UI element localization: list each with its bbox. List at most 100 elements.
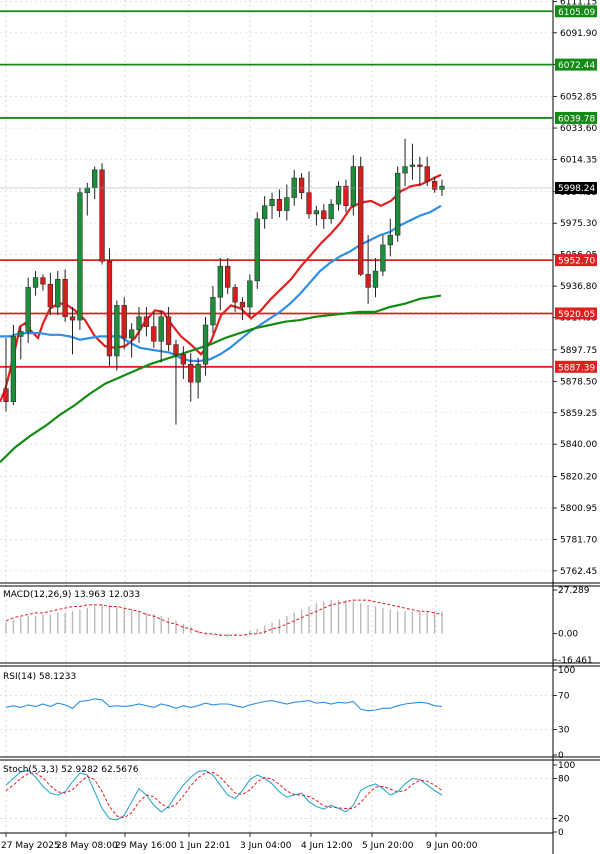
candle-up <box>18 331 24 337</box>
candle-down <box>165 316 172 345</box>
candle-down <box>3 388 9 402</box>
candle-up <box>350 166 356 207</box>
candle-down <box>40 277 46 285</box>
level-tag-label: 6039.78 <box>558 114 595 124</box>
level-tags: 6105.09 6072.44 6039.78 5952.70 5920.05 5887.… <box>555 5 597 373</box>
candle-down <box>151 326 157 342</box>
candle-down <box>106 261 113 357</box>
panel-tick-label: 27.289 <box>558 586 590 596</box>
level-tag-label: 6105.09 <box>558 8 595 18</box>
candle-up <box>136 316 142 331</box>
current-price-tag: 5998.24 <box>555 182 597 194</box>
candle-up <box>402 166 408 174</box>
candle-up <box>254 218 260 282</box>
price-tick-label: 5820.20 <box>560 473 597 483</box>
candle-down <box>47 283 53 308</box>
candle-down <box>173 344 179 355</box>
level-tag <box>555 307 597 320</box>
stochastic-label: Stoch(5,3,3) 52.9282 62.5676 <box>3 765 139 775</box>
candle-up <box>55 279 61 308</box>
level-tag <box>555 58 597 71</box>
level-tag <box>555 360 597 373</box>
level-tag <box>555 111 597 124</box>
price-tick-label: 6014.35 <box>560 155 597 165</box>
time-tick-label: 28 May 08:00 <box>56 841 118 851</box>
price-tick-label: 5878.50 <box>560 377 597 387</box>
price-tick-label: 5936.80 <box>560 282 597 292</box>
candle-up <box>158 316 164 342</box>
price-axis-ticks: 6111.15 6091.90 6072.44 6052.85 6033.60 6014.… <box>553 0 597 577</box>
price-tick-label: 6111.15 <box>560 0 597 7</box>
rsi-panel: 100 70 30 0 <box>0 666 575 761</box>
candle-up <box>25 287 31 332</box>
macd-label: MACD(12,26,9) 13.963 12.033 <box>3 590 140 600</box>
level-tag <box>555 5 597 18</box>
level-tag-label: 5887.39 <box>558 363 595 373</box>
level-tag-label: 5952.70 <box>558 257 595 267</box>
time-tick-label: 5 Jun 20:00 <box>362 841 414 851</box>
candle-up <box>10 336 17 402</box>
candle-up <box>77 192 83 321</box>
time-tick-label: 27 May 2025 <box>1 841 60 851</box>
candle-down <box>180 354 187 365</box>
price-tick-label: 5762.45 <box>560 567 597 577</box>
panel-tick-label: 0 <box>558 828 564 838</box>
candle-down <box>99 169 105 262</box>
price-tick-label: 5800.95 <box>560 504 597 514</box>
candle-down <box>121 305 127 339</box>
candlesticks <box>3 138 445 425</box>
macd-panel: 27.289 0.00 -16.461 <box>5 586 593 666</box>
candle-down <box>358 166 364 275</box>
level-tag <box>555 254 597 267</box>
panel-tick-label: 80 <box>558 774 570 784</box>
stoch-k-line <box>5 769 443 821</box>
panel-tick-label: 0.00 <box>558 630 578 640</box>
candle-down <box>424 166 430 182</box>
candle-up <box>284 197 290 211</box>
candle-down <box>276 198 283 211</box>
candle-up <box>195 363 201 383</box>
stochastic-panel: 100 80 20 0 <box>0 761 575 838</box>
candle-down <box>306 192 312 215</box>
candle-down <box>239 301 246 308</box>
candle-up <box>247 280 253 308</box>
candle-up <box>328 203 334 220</box>
price-tick-label: 6052.85 <box>560 93 597 103</box>
candle-up <box>335 185 342 205</box>
price-tick-label: 6033.60 <box>560 124 597 134</box>
panel-tick-label: 100 <box>558 761 575 771</box>
candle-up <box>409 164 416 167</box>
candle-up <box>114 305 120 357</box>
panel-tick-label: 20 <box>558 815 570 825</box>
current-price-text: 5998.24 <box>558 184 595 194</box>
candle-up <box>387 234 393 246</box>
moving-average-line <box>0 204 442 362</box>
candle-down <box>365 274 371 288</box>
candle-down <box>69 316 76 321</box>
candle-up <box>92 169 98 189</box>
level-tag-label: 6072.44 <box>558 61 595 71</box>
candle-up <box>217 265 223 298</box>
candle-up <box>202 324 209 365</box>
time-tick-label: 3 Jun 04:00 <box>240 841 292 851</box>
candle-up <box>84 187 90 193</box>
price-tick-label: 5781.70 <box>560 535 597 545</box>
price-tick-label: 5840.00 <box>560 440 597 450</box>
candle-down <box>188 363 194 383</box>
candle-up <box>210 296 216 326</box>
price-tick-label: 5897.75 <box>560 346 597 356</box>
time-tick-label: 1 Jun 22:01 <box>179 841 230 851</box>
price-panel <box>0 0 553 583</box>
panel-tick-label: 70 <box>558 692 570 702</box>
candle-up <box>269 198 275 207</box>
rsi-line <box>5 698 443 712</box>
stoch-d-line <box>5 771 443 819</box>
candle-up <box>32 277 39 288</box>
time-tick-label: 9 Jun 00:00 <box>426 841 478 851</box>
price-tick-label: 5975.30 <box>560 219 597 229</box>
time-tick-label: 4 Jun 12:00 <box>301 841 353 851</box>
level-tag-label: 5920.05 <box>558 310 595 320</box>
panel-tick-label: 0 <box>558 751 564 761</box>
